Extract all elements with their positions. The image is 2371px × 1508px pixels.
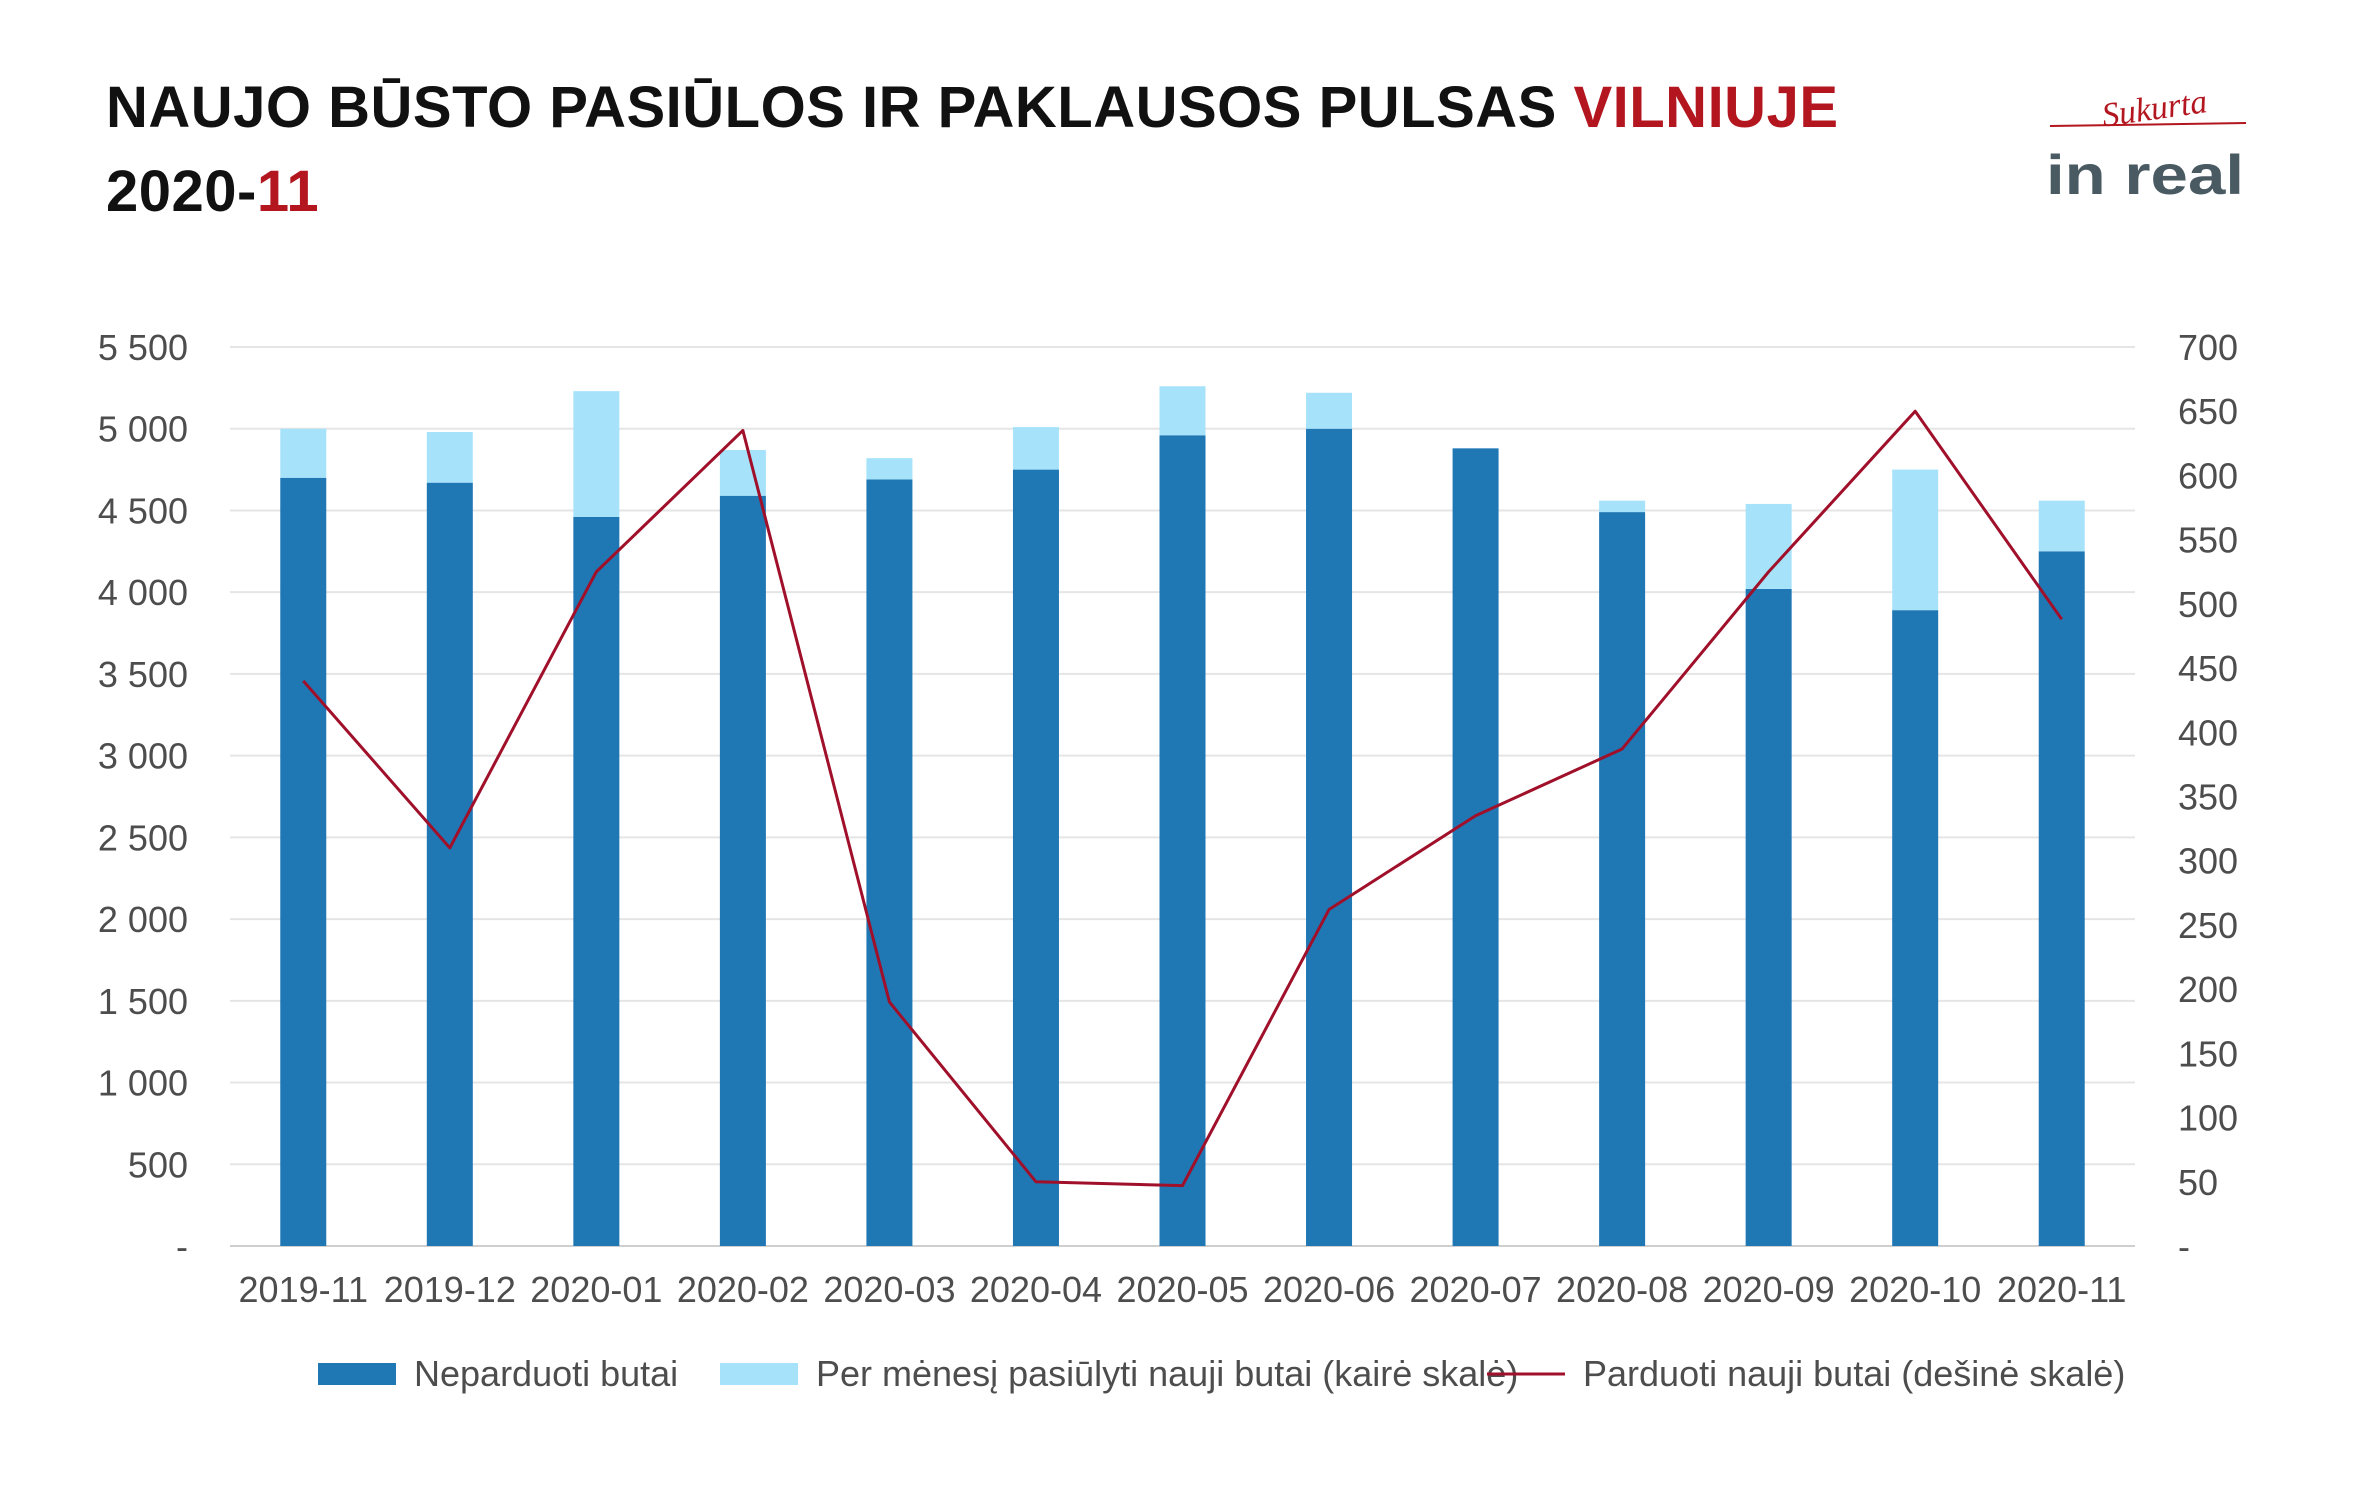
bar-offered — [1892, 469, 1939, 611]
left-axis: - 500 1 000 1 500 2 000 2 500 3 000 3 500 4 000 4… — [98, 327, 188, 1267]
right-axis-tick-label: 650 — [2178, 391, 2238, 432]
right-axis-tick-label: 450 — [2178, 648, 2238, 689]
left-axis-tick-label: 4 500 — [98, 490, 188, 531]
right-axis-tick-label: - — [2178, 1226, 2190, 1267]
bar-unsold — [1745, 588, 1792, 1246]
bar-unsold — [2038, 551, 2085, 1246]
right-axis-tick-label: 300 — [2178, 841, 2238, 882]
x-axis-tick-label: 2020-04 — [970, 1269, 1102, 1310]
logo-underline — [2049, 122, 2247, 127]
right-axis-tick-label: 150 — [2178, 1033, 2238, 1074]
x-axis-tick-label: 2020-11 — [1997, 1269, 2126, 1310]
right-axis-tick-label: 400 — [2178, 712, 2238, 753]
title-date-month: 11 — [256, 159, 320, 224]
legend: Neparduoti butai Per mėnesį pasiūlyti nau… — [318, 1353, 2125, 1394]
logo-brand-text: in real — [2046, 143, 2244, 206]
left-axis-tick-label: 2 000 — [98, 899, 188, 940]
bar-series — [280, 386, 2085, 1247]
bar-unsold — [280, 477, 327, 1246]
x-axis-tick-label: 2019-11 — [239, 1269, 368, 1310]
bar-unsold — [1599, 512, 1646, 1246]
legend-label-offered: Per mėnesį pasiūlyti nauji butai (kairė … — [816, 1353, 1518, 1394]
right-axis-tick-label: 50 — [2178, 1162, 2218, 1203]
left-axis-tick-label: 2 500 — [98, 817, 188, 858]
bar-offered — [1159, 386, 1206, 436]
bar-unsold — [573, 516, 620, 1246]
left-axis-tick-label: 5 000 — [98, 409, 188, 450]
left-axis-tick-label: 1 500 — [98, 981, 188, 1022]
right-axis-tick-label: 100 — [2178, 1098, 2238, 1139]
x-axis: 2019-11 2019-12 2020-01 2020-02 2020-03 2020-… — [239, 1269, 2127, 1310]
x-axis-tick-label: 2020-05 — [1116, 1269, 1248, 1310]
bar-unsold — [1012, 469, 1059, 1246]
right-axis-tick-label: 700 — [2178, 327, 2238, 368]
left-axis-tick-label: 500 — [128, 1144, 188, 1185]
bar-offered — [1306, 392, 1353, 429]
right-axis-tick-label: 550 — [2178, 520, 2238, 561]
line-sold — [302, 409, 2063, 1188]
x-axis-tick-label: 2019-12 — [384, 1269, 516, 1310]
bar-offered — [866, 458, 913, 480]
x-axis-tick-label: 2020-03 — [823, 1269, 955, 1310]
right-axis-tick-label: 500 — [2178, 584, 2238, 625]
bar-offered — [426, 431, 473, 483]
title-date-prefix: 2020- — [106, 159, 257, 224]
inreal-logo: Sukurta in real — [2046, 83, 2247, 206]
line-series — [302, 409, 2063, 1188]
title-line-2: 2020-11 — [106, 150, 1839, 234]
bar-offered — [1012, 427, 1059, 470]
left-axis-tick-label: 5 500 — [98, 327, 188, 368]
bar-offered — [1599, 500, 1646, 513]
bar-unsold — [719, 495, 766, 1246]
bar-unsold — [1892, 610, 1939, 1246]
x-axis-tick-label: 2020-10 — [1849, 1269, 1981, 1310]
bar-offered — [280, 428, 327, 478]
bar-unsold — [1452, 448, 1499, 1247]
x-axis-tick-label: 2020-06 — [1263, 1269, 1395, 1310]
left-axis-tick-label: 4 000 — [98, 572, 188, 613]
bar-offered — [1745, 503, 1792, 589]
right-axis-tick-label: 250 — [2178, 905, 2238, 946]
x-axis-tick-label: 2020-08 — [1556, 1269, 1688, 1310]
right-axis: - 50 100 150 200 250 300 350 400 450 500 550 600 650 7… — [2178, 327, 2238, 1267]
left-axis-tick-label: 1 000 — [98, 1063, 188, 1104]
left-axis-tick-label: 3 000 — [98, 736, 188, 777]
right-axis-tick-label: 350 — [2178, 777, 2238, 818]
title-accent-city: VILNIUJE — [1573, 75, 1839, 140]
bar-unsold — [1306, 428, 1353, 1246]
title-main: NAUJO BŪSTO PASIŪLOS IR PAKLAUSOS PULSAS — [106, 75, 1557, 140]
legend-swatch-unsold — [318, 1363, 396, 1385]
bar-unsold — [426, 482, 473, 1247]
legend-label-sold: Parduoti nauji butai (dešinė skalė) — [1583, 1353, 2125, 1394]
left-axis-tick-label: 3 500 — [98, 654, 188, 695]
legend-swatch-offered — [720, 1363, 798, 1385]
bar-unsold — [866, 479, 913, 1246]
x-axis-tick-label: 2020-07 — [1410, 1269, 1542, 1310]
right-axis-tick-label: 200 — [2178, 969, 2238, 1010]
chart-title: NAUJO BŪSTO PASIŪLOS IR PAKLAUSOS PULSAS… — [106, 66, 1839, 234]
left-axis-tick-label: - — [176, 1226, 188, 1267]
x-axis-tick-label: 2020-09 — [1703, 1269, 1835, 1310]
legend-label-unsold: Neparduoti butai — [414, 1353, 678, 1394]
x-axis-tick-label: 2020-02 — [677, 1269, 809, 1310]
bar-unsold — [1159, 435, 1206, 1246]
x-axis-tick-label: 2020-01 — [530, 1269, 662, 1310]
bar-offered — [2038, 500, 2085, 552]
bar-offered — [573, 391, 620, 517]
right-axis-tick-label: 600 — [2178, 455, 2238, 496]
title-line-1: NAUJO BŪSTO PASIŪLOS IR PAKLAUSOS PULSAS… — [106, 66, 1839, 150]
